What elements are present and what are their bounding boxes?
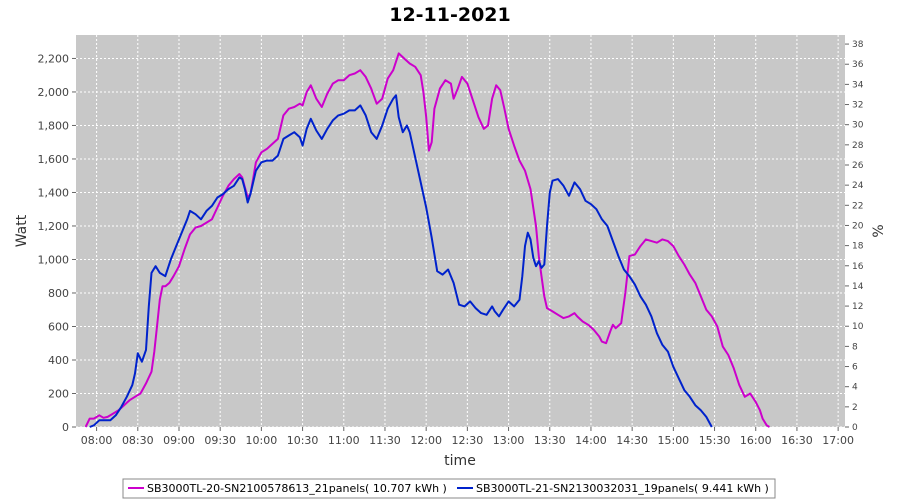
y2-tick-label: 14 (852, 282, 864, 292)
x-tick-label: 13:30 (534, 434, 566, 447)
legend-label-series-1: SB3000TL-20-SN2100578613_21panels( 10.70… (147, 482, 447, 495)
x-tick-label: 15:00 (657, 434, 689, 447)
x-tick-label: 17:00 (822, 434, 854, 447)
y2-tick-label: 0 (852, 423, 858, 433)
y-tick-label: 1,400 (38, 186, 70, 199)
y-tick-label: 1,800 (38, 119, 70, 132)
y-tick-label: 1,200 (38, 220, 70, 233)
chart-title: 12-11-2021 (389, 4, 511, 26)
plot-area (76, 35, 845, 427)
legend-label-series-2: SB3000TL-21-SN2130032031_19panels( 9.441… (476, 482, 769, 495)
y2-tick-label: 20 (852, 221, 864, 231)
y-tick-label: 400 (48, 354, 69, 367)
series-lines (84, 52, 771, 428)
x-tick-label: 14:00 (575, 434, 607, 447)
y-tick-label: 600 (48, 320, 69, 333)
x-tick-label: 09:30 (204, 434, 236, 447)
y-tick-label: 800 (48, 287, 69, 300)
y2-tick-label: 22 (852, 201, 863, 211)
x-tick-label: 08:30 (122, 434, 154, 447)
x-tick-label: 14:30 (616, 434, 648, 447)
y2-tick-label: 6 (852, 363, 858, 373)
x-tick-label: 16:30 (781, 434, 813, 447)
y2-tick-label: 8 (852, 342, 858, 352)
x-tick-label: 16:00 (740, 434, 772, 447)
x-tick-label: 15:30 (699, 434, 731, 447)
y-tick-label: 2,200 (38, 52, 70, 65)
x-tick-label: 08:00 (81, 434, 113, 447)
y2-tick-label: 36 (852, 60, 864, 70)
y2-tick-label: 34 (852, 80, 864, 90)
y-tick-label: 2,000 (38, 86, 70, 99)
y2-tick-label: 32 (852, 101, 863, 111)
y2-tick-label: 2 (852, 403, 858, 413)
y-tick-label: 1,600 (38, 153, 70, 166)
y2-tick-label: 12 (852, 302, 863, 312)
y-tick-label: 1,000 (38, 253, 70, 266)
series-line-1 (84, 52, 771, 428)
y-tick-label: 200 (48, 387, 69, 400)
x-tick-label: 13:00 (493, 434, 525, 447)
y-tick-label: 0 (62, 421, 69, 434)
y-axis-label: Watt (14, 214, 30, 247)
x-axis-label: time (444, 453, 476, 469)
y-axis: 0 200 400 600 800 1,000 1,200 1,400 1,600 1,800 2,… (38, 52, 76, 434)
y2-tick-label: 24 (852, 181, 864, 191)
y2-tick-label: 26 (852, 161, 864, 171)
x-tick-label: 11:00 (328, 434, 360, 447)
x-tick-label: 12:30 (452, 434, 484, 447)
grid-lines (76, 35, 845, 428)
series-line-2 (89, 94, 713, 428)
x-axis: 08:00 08:30 09:00 09:30 10:00 10:30 11:00 11:30… (81, 427, 854, 447)
y2-tick-label: 18 (852, 242, 864, 252)
y2-tick-label: 30 (852, 121, 864, 131)
y2-tick-label: 4 (852, 383, 858, 393)
x-tick-label: 09:00 (163, 434, 195, 447)
legend: SB3000TL-20-SN2100578613_21panels( 10.70… (122, 478, 776, 499)
x-tick-label: 11:30 (369, 434, 401, 447)
x-tick-label: 12:00 (410, 434, 442, 447)
legend-box (122, 478, 776, 499)
y2-axis-label: % (871, 224, 887, 237)
y2-tick-label: 28 (852, 141, 864, 151)
y2-tick-label: 16 (852, 262, 864, 272)
y2-tick-label: 38 (852, 40, 864, 50)
y2-tick-label: 10 (852, 322, 864, 332)
x-tick-label: 10:00 (246, 434, 278, 447)
x-tick-label: 10:30 (287, 434, 319, 447)
